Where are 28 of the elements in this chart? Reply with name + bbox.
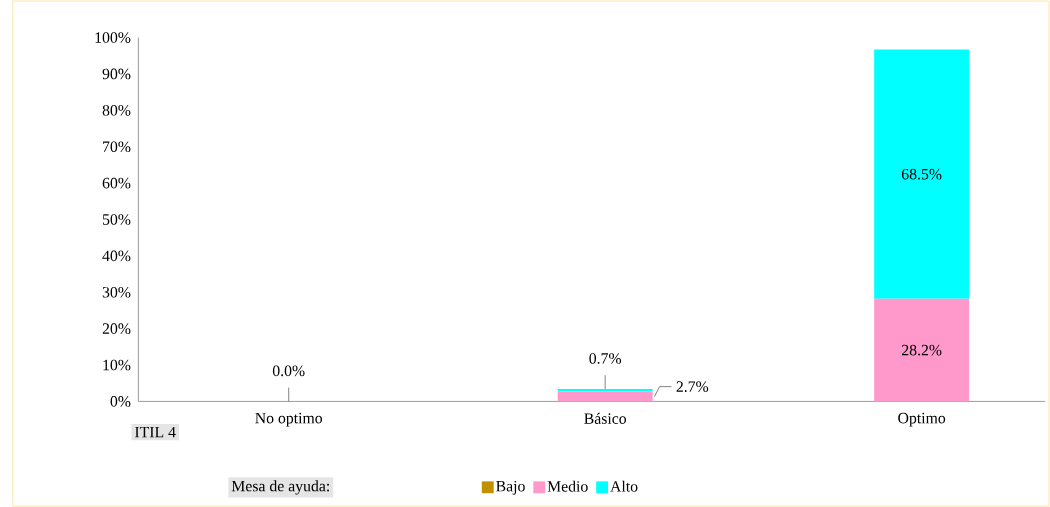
y-tick-label: 70% bbox=[103, 141, 131, 152]
data-label: 0.7% bbox=[589, 353, 622, 364]
data-label: 2.7% bbox=[676, 381, 709, 392]
y-tick-label: 60% bbox=[102, 177, 131, 189]
bar bbox=[874, 298, 970, 402]
y-tick-label: 10% bbox=[103, 359, 131, 371]
x-tick-label: Básico bbox=[584, 412, 627, 424]
x-axis-title: ITIL 4 bbox=[134, 426, 176, 438]
y-tick-label: 80% bbox=[102, 104, 131, 116]
x-tick-label: No optimo bbox=[255, 412, 323, 427]
legend-label: Alto bbox=[610, 480, 638, 492]
legend-label: Medio bbox=[547, 480, 588, 492]
bar bbox=[557, 388, 653, 392]
y-tick-label: 90% bbox=[102, 68, 131, 80]
data-label: 28.2% bbox=[901, 344, 942, 356]
legend-title: Mesa de ayuda: bbox=[231, 480, 329, 495]
y-tick-label: 40% bbox=[102, 250, 131, 262]
data-label: 0.0% bbox=[272, 365, 305, 377]
y-tick-label: 50% bbox=[102, 214, 131, 225]
y-tick-label: 100% bbox=[95, 32, 131, 43]
legend-label: Bajo bbox=[496, 480, 525, 495]
y-tick-label: 30% bbox=[102, 286, 131, 298]
y-tick-label: 0% bbox=[110, 395, 131, 407]
bar bbox=[557, 391, 653, 402]
bar bbox=[874, 49, 970, 299]
x-tick-label: Optimo bbox=[898, 412, 946, 427]
y-tick-label: 20% bbox=[102, 323, 131, 334]
data-label: 68.5% bbox=[901, 168, 942, 180]
